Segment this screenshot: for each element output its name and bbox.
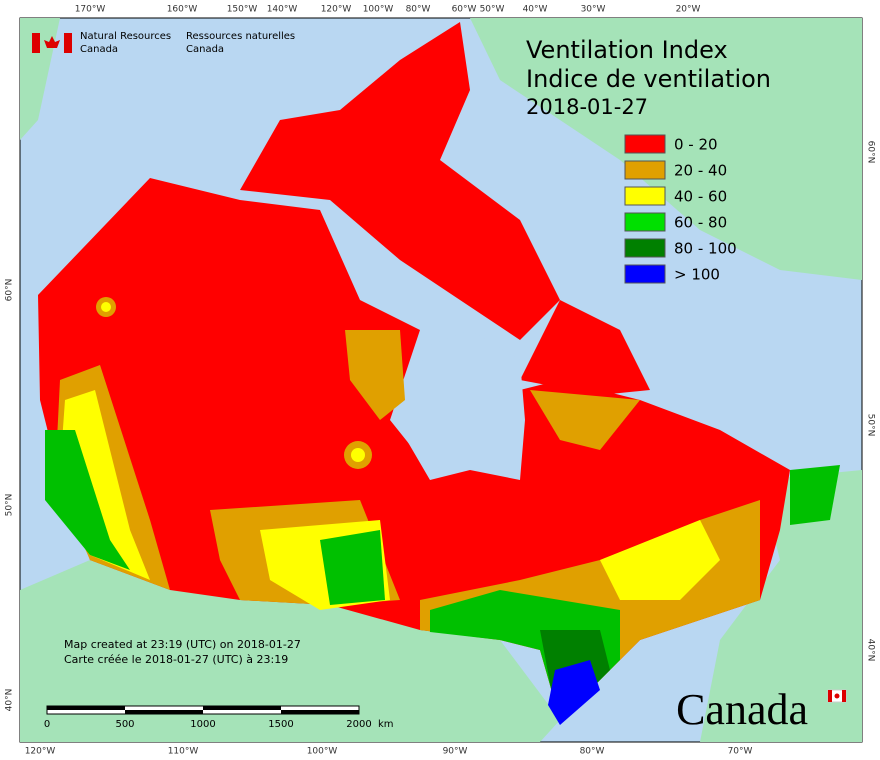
- longitude-label: 40°W: [523, 5, 548, 15]
- latitude-label: 60°N: [5, 279, 15, 302]
- longitude-label: 70°W: [728, 747, 753, 757]
- longitude-label: 30°W: [581, 5, 606, 15]
- longitude-label: 20°W: [676, 5, 701, 15]
- scale-label: 2000: [346, 719, 371, 730]
- legend-swatch: [624, 134, 666, 154]
- longitude-label: 90°W: [443, 747, 468, 757]
- latitude-label: 50°N: [5, 494, 15, 517]
- legend-label: 40 - 60: [674, 188, 727, 206]
- agency-fr: Ressources naturelles: [186, 31, 295, 42]
- longitude-label: 100°W: [307, 747, 338, 757]
- legend-swatch: [624, 238, 666, 258]
- longitude-label: 120°W: [321, 5, 352, 15]
- agency-en: Natural Resources: [80, 31, 171, 42]
- legend-label: > 100: [674, 266, 720, 284]
- longitude-label: 50°W: [480, 5, 505, 15]
- legend-swatch: [624, 264, 666, 284]
- wordmark: Canada: [676, 685, 808, 734]
- longitude-label: 60°W: [452, 5, 477, 15]
- scale-label: 1000: [190, 719, 215, 730]
- longitude-label: 110°W: [168, 747, 199, 757]
- scale-label: 500: [115, 719, 134, 730]
- legend-label: 0 - 20: [674, 136, 718, 154]
- longitude-label: 80°W: [580, 747, 605, 757]
- agency-fr: Canada: [186, 44, 224, 55]
- latitude-label: 40°N: [5, 689, 15, 712]
- agency-en: Canada: [80, 44, 118, 55]
- wordmark-flag: [827, 689, 847, 703]
- basemap: [20, 18, 862, 742]
- longitude-label: 140°W: [267, 5, 298, 15]
- title: Indice de ventilation: [526, 65, 771, 93]
- longitude-label: 80°W: [406, 5, 431, 15]
- logo-nrcan: Natural Resources Canada Ressources natu…: [32, 31, 295, 55]
- scale-unit: km: [378, 719, 394, 730]
- scale-label: 0: [44, 719, 50, 730]
- longitude-label: 120°W: [25, 747, 56, 757]
- note: Carte créée le 2018-01-27 (UTC) à 23:19: [64, 653, 288, 666]
- title: Ventilation Index: [526, 36, 728, 64]
- legend-label: 60 - 80: [674, 214, 727, 232]
- latitude-label: 50°N: [866, 414, 876, 437]
- legend-swatch: [624, 186, 666, 206]
- scale-label: 1500: [268, 719, 293, 730]
- longitude-label: 160°W: [167, 5, 198, 15]
- latitude-label: 60°N: [866, 141, 876, 164]
- legend-swatch: [624, 212, 666, 232]
- legend-label: 20 - 40: [674, 162, 727, 180]
- scale-bar: [46, 705, 360, 715]
- legend-swatch: [624, 160, 666, 180]
- date: 2018-01-27: [526, 95, 648, 119]
- note: Map created at 23:19 (UTC) on 2018-01-27: [64, 638, 301, 651]
- legend-label: 80 - 100: [674, 240, 737, 258]
- longitude-label: 100°W: [363, 5, 394, 15]
- longitude-label: 150°W: [227, 5, 258, 15]
- latitude-label: 40°N: [866, 639, 876, 662]
- longitude-label: 170°W: [75, 5, 106, 15]
